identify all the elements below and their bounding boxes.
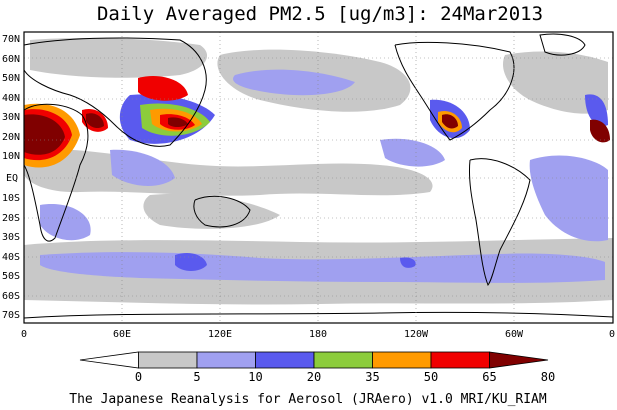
colorbar-segment xyxy=(430,351,490,369)
lon-label: 60E xyxy=(113,329,131,340)
lat-label: EQ xyxy=(6,173,18,184)
lon-label: 0 xyxy=(609,329,615,340)
lat-label: 50S xyxy=(2,271,20,282)
colorbar-tick-label: 35 xyxy=(365,370,379,384)
coast-africa xyxy=(23,103,89,242)
lat-label: 40N xyxy=(2,93,20,104)
coast-eurasia xyxy=(23,37,207,147)
lat-label: 20S xyxy=(2,213,20,224)
lat-label: 10N xyxy=(2,151,20,162)
lat-label: 60S xyxy=(2,291,20,302)
colorbar-segment xyxy=(138,351,198,369)
field-lightblue-east-pacific xyxy=(380,138,445,167)
coastlines xyxy=(23,33,614,319)
lat-label: 60N xyxy=(2,54,20,65)
colorbar-segment xyxy=(196,351,256,369)
field-lightblue-indian-ocean xyxy=(110,149,175,186)
field-darkred-west-africa xyxy=(590,119,610,143)
lon-label: 0 xyxy=(21,329,27,340)
colorbar-tick-label: 65 xyxy=(482,370,496,384)
lat-label: 50N xyxy=(2,73,20,84)
lat-label: 10S xyxy=(2,193,20,204)
lon-label: 60W xyxy=(505,329,524,340)
coast-australia xyxy=(193,195,251,228)
latitude-labels: 70N 60N 50N 40N 30N 20N 10N EQ 10S 20S 3… xyxy=(2,34,20,321)
lon-label: 120E xyxy=(208,329,232,340)
coast-antarctica xyxy=(23,311,614,319)
lon-label: 120W xyxy=(404,329,429,340)
figure-title: Daily Averaged PM2.5 [ug/m3]: 24Mar2013 xyxy=(97,3,543,25)
map-panel xyxy=(23,31,614,324)
colorbar-tick-label: 20 xyxy=(307,370,321,384)
lat-label: 30N xyxy=(2,112,20,123)
colorbar xyxy=(79,351,549,369)
map-frame xyxy=(23,31,614,324)
coast-greenland xyxy=(539,33,586,56)
longitude-labels: 0 60E 120E 180 120W 60W 0 xyxy=(21,329,615,340)
lon-label: 180 xyxy=(309,329,327,340)
colorbar-segment xyxy=(313,351,373,369)
lat-label: 30S xyxy=(2,232,20,243)
field-darkred-sahara xyxy=(24,114,65,155)
lat-label: 70S xyxy=(2,310,20,321)
field-blue-atlantic-east xyxy=(585,94,608,127)
lat-label: 70N xyxy=(2,34,20,45)
colorbar-segment xyxy=(79,351,139,369)
field-lightblue-north-pacific xyxy=(233,69,355,96)
footer-credit: The Japanese Reanalysis for Aerosol (JRA… xyxy=(69,392,547,407)
colorbar-tick-label: 50 xyxy=(424,370,438,384)
lat-label: 40S xyxy=(2,252,20,263)
coast-north-america xyxy=(394,41,515,141)
field-lightblue-south-atlantic xyxy=(40,204,91,241)
colorbar-tick-label: 0 xyxy=(135,370,142,384)
field-darkred-mexico xyxy=(442,114,458,129)
lat-label: 20N xyxy=(2,132,20,143)
field-gray-north-atlantic xyxy=(502,51,608,114)
field-red-mongolia xyxy=(138,75,188,101)
field-darkred-asia xyxy=(168,117,188,127)
colorbar-labels: 0 5 10 20 35 50 65 80 xyxy=(135,370,555,384)
field-darkred-arabia xyxy=(86,113,104,129)
field-lightblue-atlantic xyxy=(529,155,608,242)
colorbar-tick-label: 10 xyxy=(248,370,262,384)
colorbar-segment xyxy=(372,351,432,369)
field-gray-south-pacific xyxy=(143,193,280,229)
colorbar-tick-label: 5 xyxy=(193,370,200,384)
field-gray-northern-asia xyxy=(30,37,208,78)
pm25-field xyxy=(24,37,613,305)
field-blue-south-indian xyxy=(400,257,416,268)
coast-south-america xyxy=(469,158,531,286)
graticule xyxy=(24,32,613,323)
colorbar-segment xyxy=(255,351,315,369)
colorbar-tick-label: 80 xyxy=(541,370,555,384)
field-blue-south-pacific xyxy=(175,253,207,271)
colorbar-segment xyxy=(489,351,549,369)
